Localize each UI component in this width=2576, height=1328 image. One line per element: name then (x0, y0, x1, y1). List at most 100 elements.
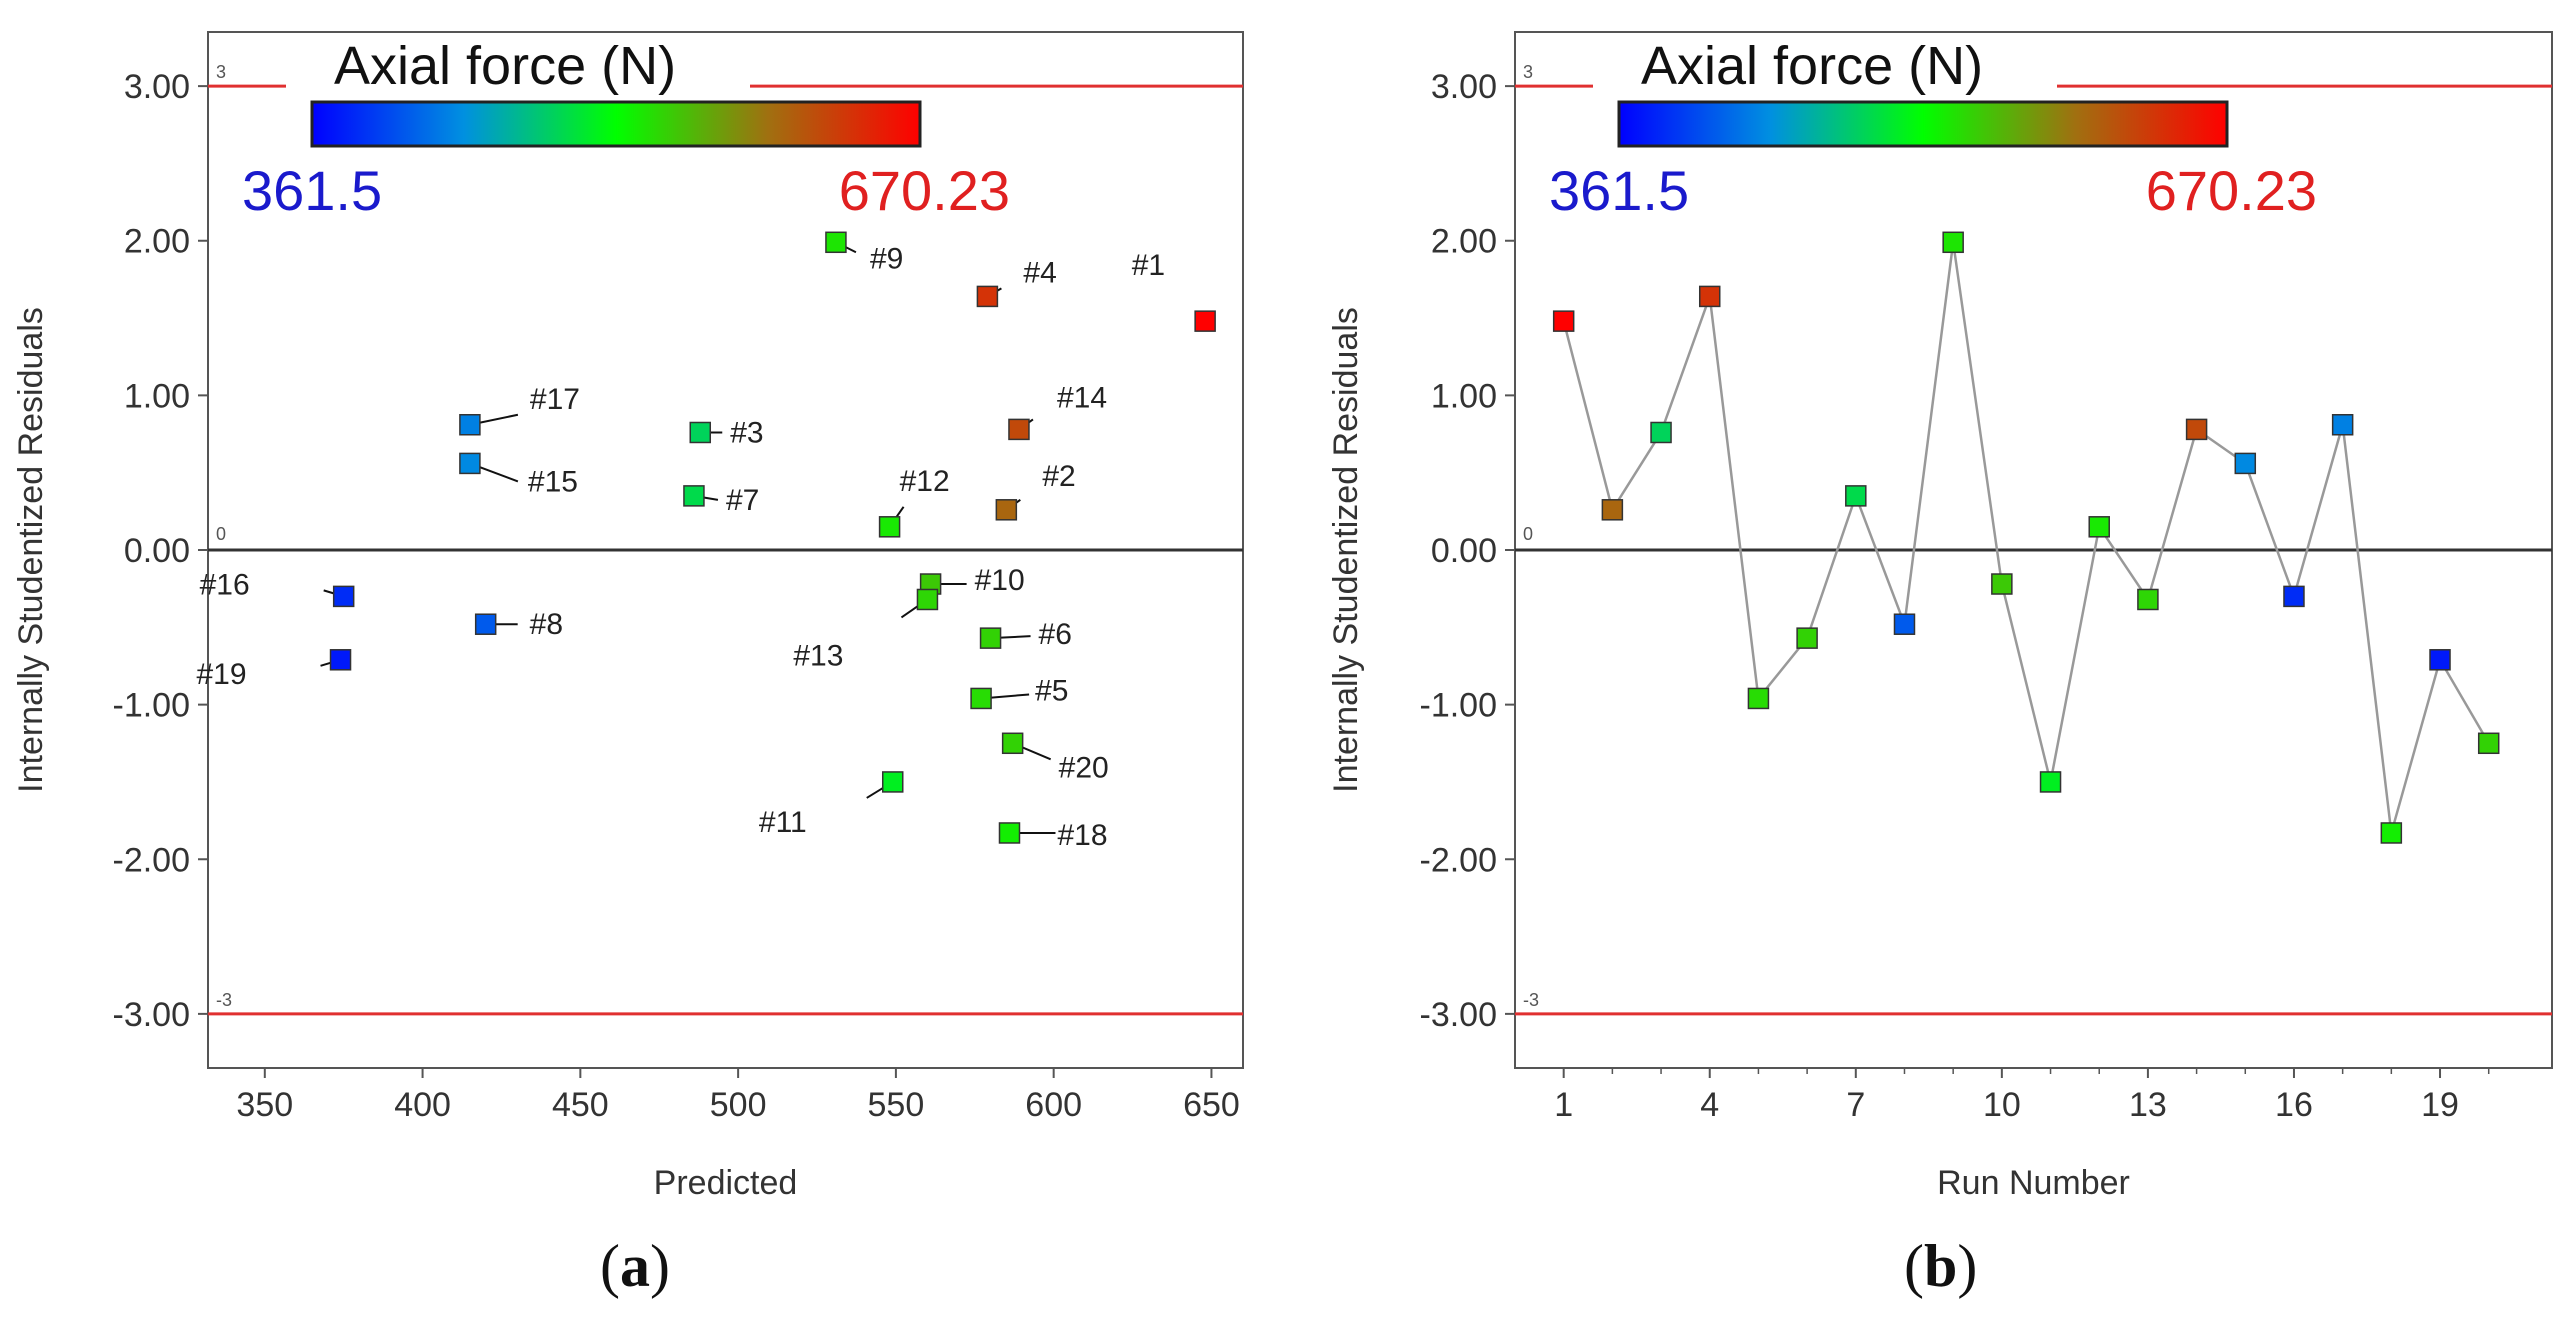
y-tick-label: -1.00 (1420, 687, 1498, 725)
zero-limit-label: 0 (216, 524, 226, 544)
y-tick-label: 2.00 (1431, 223, 1497, 261)
data-point (979, 627, 1002, 649)
colorbar-title: Axial force (N) (1641, 36, 1983, 96)
point-label: #16 (200, 568, 250, 601)
y-tick-label: 3.00 (1431, 68, 1497, 106)
data-point (459, 452, 481, 475)
data-point (2039, 771, 2062, 793)
data-point (2137, 588, 2159, 611)
data-point (2185, 418, 2208, 441)
data-point (1194, 310, 1216, 332)
data-point (995, 499, 1018, 521)
data-point (329, 649, 352, 671)
x-tick-label: 400 (394, 1086, 451, 1124)
y-axis-label: Internally Studentized Residuals (12, 307, 50, 793)
chart-panel-b: 3.00 2.00 1.00 0.00 -1.00 -2.00 -3.00 1 4 7 10 13 16… (1327, 31, 2553, 1202)
caption-b-open: ( (1904, 1233, 1924, 1299)
point-label: #11 (759, 806, 807, 839)
y-tick-label: -3.00 (1420, 996, 1498, 1034)
data-point (683, 485, 705, 507)
caption-a-open: ( (600, 1233, 620, 1299)
y-tick-label: -3.00 (113, 996, 191, 1034)
point-label: #19 (196, 658, 246, 691)
point-label: #9 (870, 242, 903, 275)
point-label: #13 (793, 639, 843, 672)
data-point (1552, 310, 1575, 332)
x-tick-label: 16 (2275, 1086, 2313, 1124)
data-point (459, 414, 481, 436)
x-tick-label: 10 (1983, 1086, 2021, 1124)
series-line (1562, 242, 2490, 834)
y-tick-label: 3.00 (124, 68, 190, 106)
data-point (1008, 418, 1030, 441)
data-point (1747, 687, 1770, 710)
zero-limit-label: 0 (1523, 524, 1533, 544)
caption-a-letter: a (619, 1233, 650, 1299)
point-label: #20 (1059, 751, 1109, 784)
point-label: #7 (726, 484, 759, 517)
y-tick-label: 2.00 (124, 223, 190, 261)
x-tick-label: 650 (1183, 1086, 1240, 1124)
data-point (878, 516, 901, 538)
x-tick-label: 350 (236, 1086, 293, 1124)
caption-b: (b) (1904, 1232, 1977, 1301)
upper-limit-label: 3 (1523, 62, 1533, 82)
y-axis-label: Internally Studentized Residuals (1327, 307, 1365, 793)
upper-limit-label: 3 (216, 62, 226, 82)
data-point (1893, 613, 1916, 635)
colorbar (310, 100, 922, 148)
chart-panel-a: 3.00 2.00 1.00 0.00 -1.00 -2.00 -3.00 350 400 450… (12, 31, 1244, 1202)
data-point (474, 613, 497, 635)
caption-b-close: ) (1957, 1233, 1978, 1299)
y-tick-label: 1.00 (1431, 377, 1497, 415)
colorbar-max-label: 670.23 (2146, 159, 2317, 222)
x-axis-label: Run Number (1937, 1164, 2130, 1202)
data-point (1942, 231, 1964, 254)
lower-limit-label: -3 (216, 990, 232, 1010)
point-label: #15 (528, 465, 578, 498)
data-point (1650, 421, 1672, 444)
y-tick-label: 0.00 (124, 532, 190, 570)
point-label: #3 (730, 416, 763, 449)
data-point (916, 588, 939, 611)
point-label: #17 (530, 383, 580, 416)
data-point (1001, 732, 1024, 755)
data-point (2234, 452, 2257, 475)
data-point (970, 687, 992, 710)
data-point (1845, 485, 1867, 507)
data-point (2429, 649, 2451, 671)
caption-a-close: ) (649, 1233, 670, 1299)
point-label: #14 (1057, 381, 1107, 414)
data-point (1601, 499, 1624, 521)
x-tick-label: 1 (1554, 1086, 1573, 1124)
data-point (825, 231, 847, 254)
colorbar-min-label: 361.5 (242, 159, 382, 222)
data-point (1698, 285, 1721, 308)
data-point (2477, 732, 2500, 755)
data-point (976, 285, 999, 308)
y-tick-label: 0.00 (1431, 532, 1497, 570)
data-point (1991, 573, 2013, 595)
colorbar-title: Axial force (N) (334, 36, 676, 96)
x-tick-label: 4 (1700, 1086, 1719, 1124)
y-tick-label: -2.00 (113, 841, 191, 879)
data-point (998, 822, 1021, 844)
y-tick-label: -1.00 (113, 687, 191, 725)
point-label: #10 (975, 564, 1025, 597)
data-point (2331, 414, 2354, 436)
x-tick-label: 550 (868, 1086, 925, 1124)
point-label: #18 (1057, 819, 1107, 852)
x-tick-label: 19 (2421, 1086, 2459, 1124)
data-point (1796, 627, 1818, 649)
point-label: #6 (1039, 618, 1072, 651)
x-tick-label: 500 (710, 1086, 767, 1124)
data-point (332, 585, 355, 608)
point-label: #8 (530, 608, 563, 641)
data-point (2283, 585, 2305, 608)
x-tick-label: 450 (552, 1086, 609, 1124)
caption-a: (a) (600, 1232, 670, 1301)
colorbar-min-label: 361.5 (1549, 159, 1689, 222)
colorbar (1617, 100, 2229, 148)
x-tick-label: 7 (1846, 1086, 1865, 1124)
